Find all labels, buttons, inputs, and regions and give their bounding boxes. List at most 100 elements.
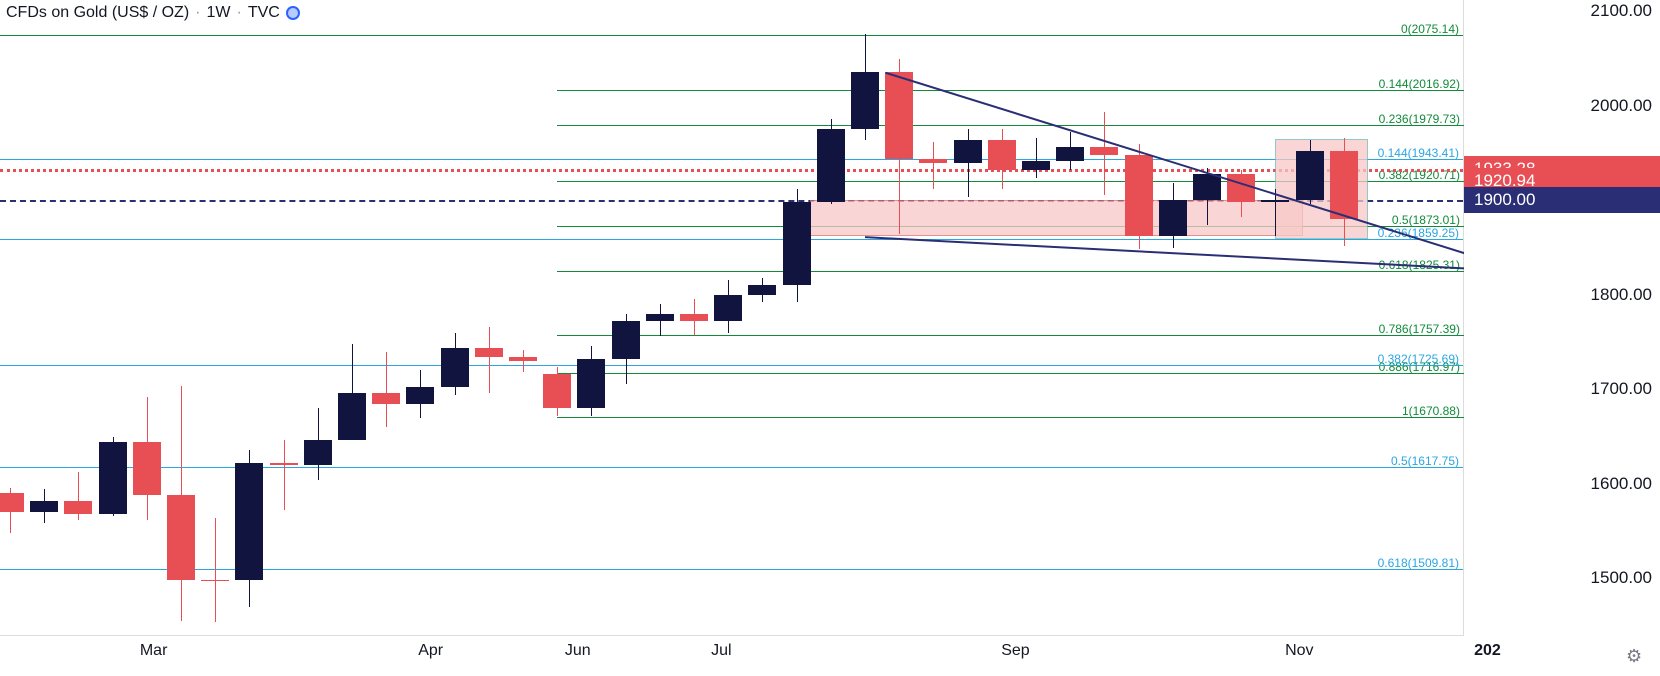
candle-body[interactable] — [1125, 155, 1153, 236]
candle-body[interactable] — [612, 321, 640, 359]
candle-wick — [386, 352, 387, 428]
interval-label: 1W — [206, 4, 230, 22]
candle-body[interactable] — [954, 140, 982, 163]
y-tick-label: 2000.00 — [1591, 96, 1652, 116]
candle-body[interactable] — [680, 314, 708, 322]
y-axis[interactable]: 1500.00 1600.00 1700.00 1800.00 1900.00 2000.… — [1464, 0, 1660, 635]
candle-body[interactable] — [1330, 151, 1358, 219]
level-line-label: 0(2075.14) — [1401, 22, 1459, 36]
candle-body[interactable] — [748, 285, 776, 294]
candle-body[interactable] — [1159, 200, 1187, 236]
candle-body[interactable] — [783, 202, 811, 285]
level-line-label: 0.236(1979.73) — [1379, 112, 1460, 126]
candle-wick — [968, 129, 969, 197]
x-tick-label: 202 — [1474, 642, 1501, 660]
source-label: TVC — [248, 4, 280, 22]
candle-body[interactable] — [201, 580, 229, 581]
x-tick-label: Jun — [565, 642, 591, 660]
candle-body[interactable] — [543, 374, 571, 408]
level-line-label: 0.5(1873.01) — [1392, 213, 1460, 227]
horizontal-level-line[interactable]: 0.236(1979.73) — [557, 125, 1464, 126]
horizontal-level-line[interactable]: 0.144(1943.41) — [0, 159, 1463, 160]
candle-body[interactable] — [1193, 174, 1221, 200]
horizontal-level-line[interactable]: 0.236(1859.25) — [0, 239, 1463, 240]
title-sep: · — [236, 4, 241, 22]
horizontal-level-line[interactable] — [0, 169, 1463, 172]
candle-wick — [1275, 189, 1276, 236]
candle-wick — [284, 440, 285, 510]
candle-body[interactable] — [64, 501, 92, 514]
candle-body[interactable] — [1022, 161, 1050, 170]
x-tick-label: Jul — [711, 642, 731, 660]
candle-body[interactable] — [475, 348, 503, 357]
candle-body[interactable] — [919, 159, 947, 163]
candle-body[interactable] — [0, 493, 24, 512]
level-line-label: 1(1670.88) — [1402, 404, 1460, 418]
candle-body[interactable] — [988, 140, 1016, 170]
candle-body[interactable] — [304, 440, 332, 465]
candle-wick — [1036, 138, 1037, 178]
horizontal-level-line[interactable]: 0.786(1757.39) — [557, 335, 1464, 336]
level-line-label: 0.786(1757.39) — [1379, 322, 1460, 336]
candle-body[interactable] — [441, 348, 469, 388]
level-line-label: 0.144(1943.41) — [1378, 146, 1459, 160]
candle-wick — [933, 142, 934, 189]
candle-body[interactable] — [30, 501, 58, 512]
candle-body[interactable] — [99, 442, 127, 514]
highlight-zone[interactable] — [810, 200, 1303, 236]
horizontal-level-line[interactable]: 0.5(1617.75) — [0, 467, 1463, 468]
plot-area[interactable]: 0(2075.14)0.144(2016.92)0.236(1979.73)0.… — [0, 0, 1464, 635]
candle-body[interactable] — [1227, 174, 1255, 202]
y-tick-label: 1500.00 — [1591, 568, 1652, 588]
settings-gear-icon[interactable]: ⚙ — [1626, 646, 1642, 667]
level-line-label: 0.5(1617.75) — [1391, 454, 1459, 468]
candle-body[interactable] — [406, 387, 434, 404]
horizontal-level-line[interactable]: 0.886(1716.97) — [557, 373, 1464, 374]
market-status-dot-icon — [286, 6, 300, 20]
candle-body[interactable] — [817, 129, 845, 203]
candle-body[interactable] — [372, 393, 400, 404]
candle-body[interactable] — [1090, 147, 1118, 155]
y-tick-label: 1800.00 — [1591, 285, 1652, 305]
chart-title-bar[interactable]: CFDs on Gold (US$ / OZ) · 1W · TVC — [6, 4, 300, 22]
y-tick-label: 1700.00 — [1591, 379, 1652, 399]
title-sep: · — [195, 4, 200, 22]
level-line-label: 0.618(1509.81) — [1378, 556, 1459, 570]
horizontal-level-line[interactable]: 0.618(1509.81) — [0, 569, 1463, 570]
candle-body[interactable] — [1261, 200, 1289, 202]
y-tick-label: 1600.00 — [1591, 474, 1652, 494]
candle-body[interactable] — [646, 314, 674, 322]
horizontal-level-line[interactable]: 0.144(2016.92) — [557, 90, 1464, 91]
candle-body[interactable] — [1296, 151, 1324, 200]
horizontal-level-line[interactable]: 0.618(1825.31) — [557, 271, 1464, 272]
x-tick-label: Mar — [140, 642, 168, 660]
candle-body[interactable] — [714, 295, 742, 321]
candle-body[interactable] — [167, 495, 195, 580]
horizontal-level-line[interactable]: 1(1670.88) — [557, 417, 1464, 418]
level-line-label: 0.236(1859.25) — [1378, 226, 1459, 240]
candle-body[interactable] — [885, 72, 913, 159]
price-tag: 1900.00 — [1464, 187, 1660, 213]
y-tick-label: 2100.00 — [1591, 1, 1652, 21]
candle-wick — [523, 350, 524, 373]
candle-wick — [489, 327, 490, 393]
candle-body[interactable] — [851, 72, 879, 129]
x-tick-label: Apr — [418, 642, 443, 660]
x-tick-label: Nov — [1285, 642, 1313, 660]
candle-body[interactable] — [1056, 147, 1084, 160]
candle-body[interactable] — [270, 463, 298, 465]
candle-body[interactable] — [133, 442, 161, 495]
chart-root: 0(2075.14)0.144(2016.92)0.236(1979.73)0.… — [0, 0, 1660, 676]
candle-body[interactable] — [338, 393, 366, 440]
candle-body[interactable] — [235, 463, 263, 580]
horizontal-level-line[interactable]: 0.382(1725.69) — [0, 365, 1463, 366]
level-line-label: 0.382(1725.69) — [1378, 352, 1459, 366]
x-axis[interactable]: MarAprJunJulSepNov202 — [0, 635, 1464, 676]
candle-body[interactable] — [577, 359, 605, 408]
candle-body[interactable] — [509, 357, 537, 361]
trend-line — [865, 237, 1464, 270]
candle-wick — [215, 518, 216, 622]
level-line-label: 0.144(2016.92) — [1379, 77, 1460, 91]
horizontal-level-line[interactable]: 0(2075.14) — [0, 35, 1463, 36]
x-tick-label: Sep — [1001, 642, 1029, 660]
